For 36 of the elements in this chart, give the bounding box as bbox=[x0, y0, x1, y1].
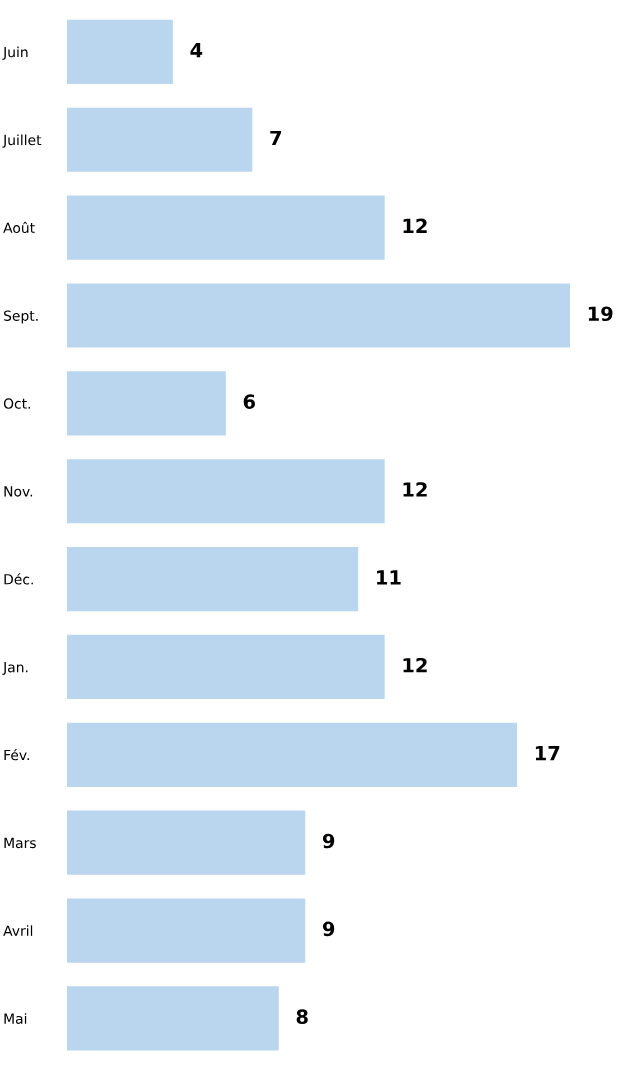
data-label: 17 bbox=[535, 746, 560, 761]
y-tick-label: Août bbox=[3, 221, 35, 234]
y-tick-label: Juillet bbox=[2, 134, 42, 148]
y-tick-label: Sept. bbox=[4, 310, 38, 324]
y-tick-label: Nov. bbox=[4, 486, 33, 497]
data-label: 4 bbox=[190, 43, 203, 58]
y-tick-label: Jan. bbox=[2, 662, 28, 675]
y-tick-label: Fév. bbox=[4, 748, 29, 761]
y-tick-label: Mars bbox=[4, 837, 36, 849]
bar bbox=[67, 986, 279, 1051]
bar bbox=[67, 810, 306, 875]
bar bbox=[67, 898, 306, 963]
bar bbox=[67, 547, 359, 612]
bar bbox=[67, 459, 385, 524]
data-label: 12 bbox=[403, 482, 427, 497]
bar bbox=[67, 722, 518, 787]
data-label: 8 bbox=[296, 1009, 308, 1025]
data-label: 9 bbox=[322, 921, 335, 937]
y-tick-label: Juin bbox=[2, 46, 28, 60]
y-tick-label: Mai bbox=[4, 1013, 27, 1024]
data-label: 9 bbox=[322, 833, 335, 849]
data-label: 12 bbox=[403, 657, 427, 673]
data-label: 6 bbox=[243, 394, 255, 409]
bar bbox=[67, 107, 253, 172]
y-tick-label: Oct. bbox=[3, 398, 31, 409]
y-tick-label: Avril bbox=[3, 925, 33, 936]
data-label: 11 bbox=[377, 570, 401, 585]
data-label: 12 bbox=[403, 218, 427, 233]
y-tick-label: Déc. bbox=[4, 573, 33, 585]
bar bbox=[67, 283, 570, 348]
bar bbox=[67, 195, 385, 260]
data-label: 19 bbox=[588, 306, 613, 322]
bar bbox=[67, 371, 226, 436]
data-label: 7 bbox=[270, 130, 281, 146]
bar bbox=[67, 19, 173, 84]
bar bbox=[67, 634, 385, 700]
